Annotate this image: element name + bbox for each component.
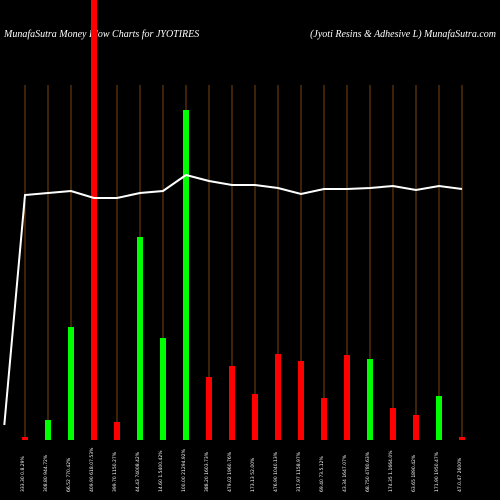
bar (390, 408, 396, 440)
x-tick-label: 479.02 1960.76% (227, 451, 233, 492)
x-tick-label: 43.34 1647.07% (342, 454, 348, 492)
x-tick-label: 333.30 0.8.29% (20, 456, 26, 492)
bar (321, 398, 327, 440)
bar (183, 110, 189, 440)
chart-title: MunafaSutra Money Flow Charts for JYOTIR… (3, 29, 199, 40)
bar (91, 0, 97, 440)
bar (459, 437, 465, 440)
bar (114, 422, 120, 440)
bar (206, 377, 212, 440)
x-tick-label: 388.20 1603.73% (204, 451, 210, 492)
x-tick-label: 174.35 1.1664.0% (388, 450, 394, 492)
x-tick-label: 69.40 73.5.12% (319, 456, 325, 492)
bar (436, 396, 442, 440)
x-tick-label: 409.90 618.07.53% (89, 447, 95, 492)
x-tick-label: 308.80 944.72% (43, 454, 49, 492)
money-flow-line (3, 173, 463, 426)
x-tick-label: 317.97 1158.97% (296, 451, 302, 492)
x-tick-label: 171.90 1950.47% (434, 451, 440, 492)
bar (22, 437, 28, 440)
x-tick-label: 173.13 52.00% (250, 457, 256, 492)
chart-subtitle: (Jyoti Resins & Adhesive L) MunafaSutra.… (310, 29, 496, 40)
bar (45, 420, 51, 440)
x-tick-label: 44.43 74008.42% (135, 451, 141, 492)
bar (160, 338, 166, 440)
bar (137, 237, 143, 440)
bar (229, 366, 235, 440)
x-tick-label: 47.0.47 2600% (457, 457, 463, 492)
x-tick-label: 476.90 1040.13% (273, 451, 279, 492)
bar (413, 415, 419, 440)
bar (367, 359, 373, 440)
x-tick-label: 399.70 1150.27% (112, 451, 118, 492)
bar (298, 361, 304, 440)
bar (68, 327, 74, 440)
bar (275, 354, 281, 440)
x-tick-label: 14.60 1.5400.42% (158, 450, 164, 492)
bar (344, 355, 350, 440)
x-tick-label: 100.00 21294.92% (181, 448, 187, 492)
x-tick-label: 66.52 770.42% (66, 457, 72, 492)
bar (252, 394, 258, 440)
x-tick-label: 68.750 4780.63% (365, 451, 371, 492)
x-tick-label: 63.65 1890.42% (411, 454, 417, 492)
